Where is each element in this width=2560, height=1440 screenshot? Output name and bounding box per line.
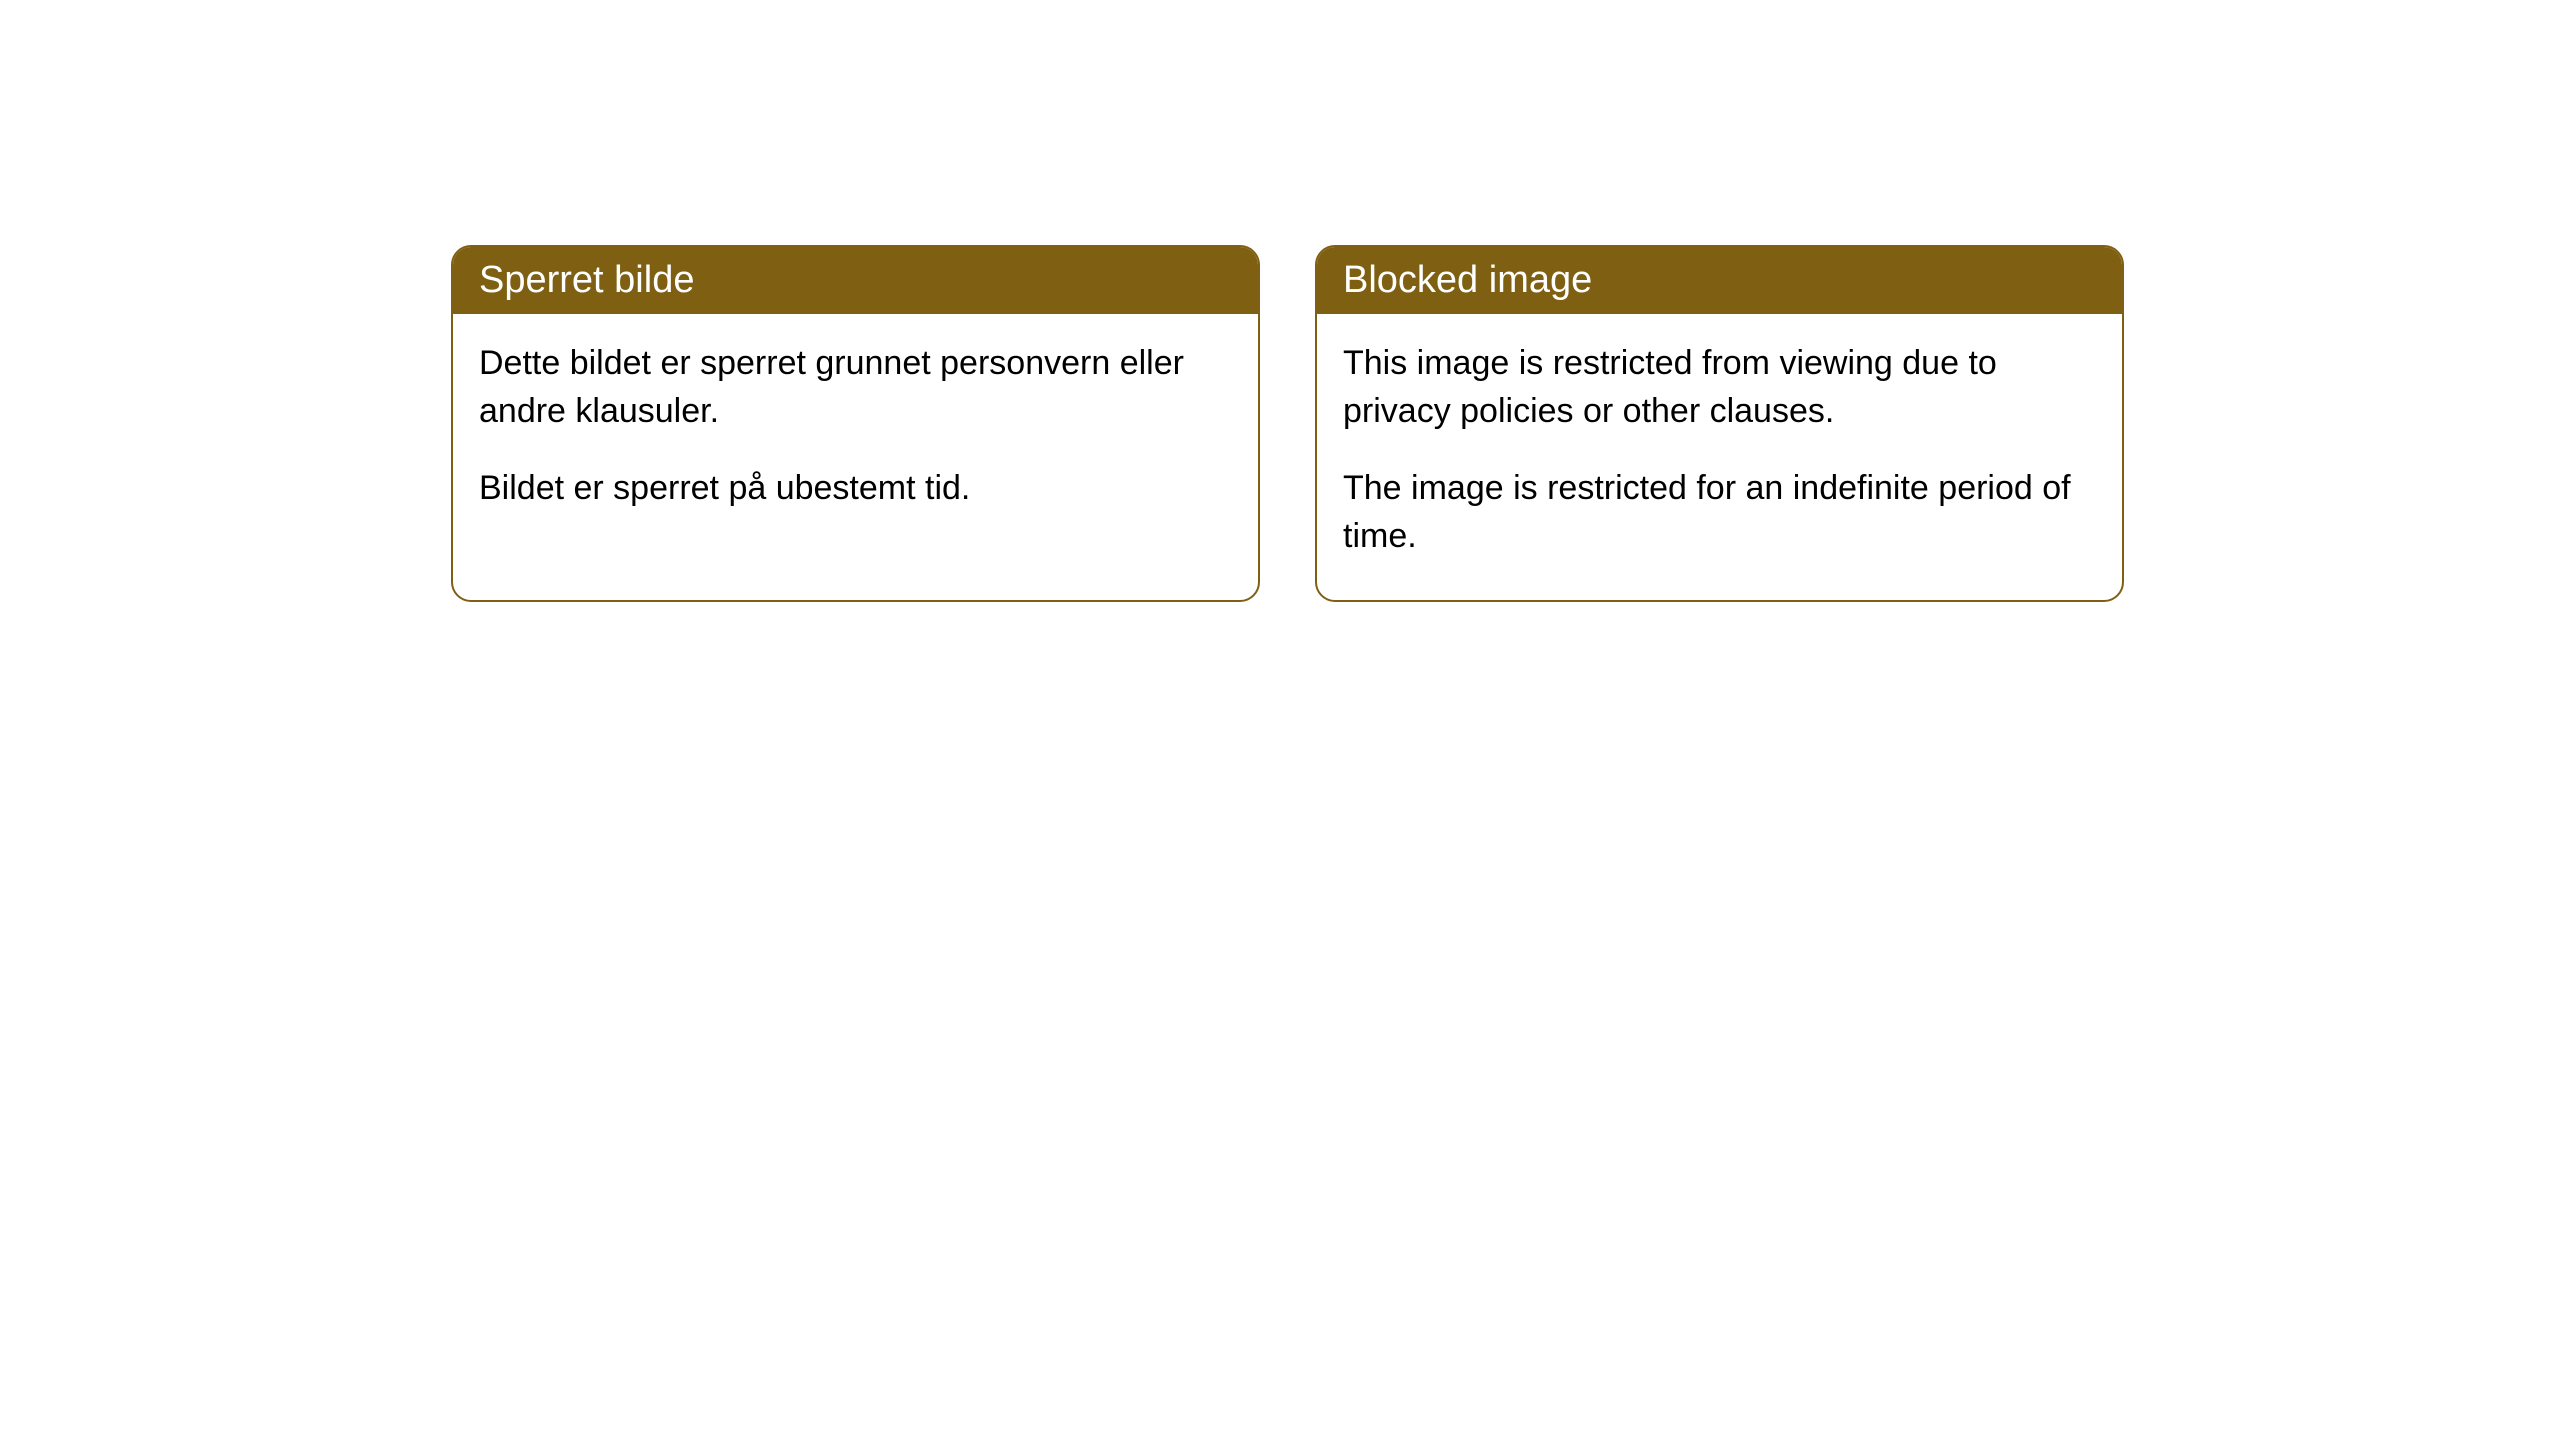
card-title: Blocked image (1343, 259, 1592, 301)
card-title: Sperret bilde (479, 259, 694, 301)
card-header-norwegian: Sperret bilde (453, 247, 1258, 314)
notice-card-english: Blocked image This image is restricted f… (1315, 245, 2124, 602)
card-body-english: This image is restricted from viewing du… (1317, 314, 2122, 600)
card-paragraph: The image is restricted for an indefinit… (1343, 465, 2096, 560)
card-body-norwegian: Dette bildet er sperret grunnet personve… (453, 314, 1258, 553)
card-paragraph: Dette bildet er sperret grunnet personve… (479, 340, 1232, 435)
card-paragraph: This image is restricted from viewing du… (1343, 340, 2096, 435)
notice-cards-container: Sperret bilde Dette bildet er sperret gr… (451, 245, 2124, 602)
card-paragraph: Bildet er sperret på ubestemt tid. (479, 465, 1232, 513)
card-header-english: Blocked image (1317, 247, 2122, 314)
notice-card-norwegian: Sperret bilde Dette bildet er sperret gr… (451, 245, 1260, 602)
